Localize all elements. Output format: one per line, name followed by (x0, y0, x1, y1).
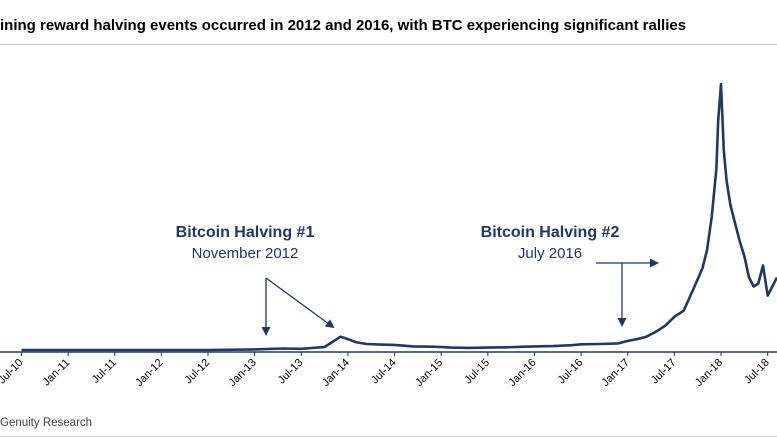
x-tick-label: Jan-11 (41, 357, 73, 389)
x-tick-label: Jul-15 (462, 357, 492, 387)
x-tick-label: Jul-17 (649, 357, 679, 387)
x-tick-label: Jul-18 (742, 357, 772, 387)
x-tick-label: Jan-18 (693, 357, 725, 389)
halving-2-title: Bitcoin Halving #2 (481, 224, 620, 241)
x-tick-label: Jul-11 (90, 357, 119, 386)
x-tick-label: Jul-12 (183, 357, 213, 387)
chart-title: ining reward halving events occurred in … (0, 17, 687, 34)
halving-2-annotation: Bitcoin Halving #2 July 2016 (481, 224, 659, 327)
x-tick-label: Jul-14 (369, 357, 399, 387)
btc-price-line (21, 82, 777, 352)
source-footer: Genuity Research (0, 417, 93, 429)
halving-1-annotation: Bitcoin Halving #1 November 2012 (176, 224, 335, 336)
x-axis-ticks: Jul-10 Jan-11 Jul-11 Jan-12 Jul-12 Jan-13 Jul-… (0, 352, 772, 389)
x-tick-label: Jan-14 (320, 357, 352, 389)
halving-2-date: July 2016 (518, 245, 582, 262)
halving-1-diagonal-arrow (265, 277, 335, 329)
x-tick-label: Jan-15 (413, 357, 445, 389)
x-tick-label: Jan-17 (600, 357, 632, 389)
x-tick-label: Jul-13 (276, 357, 306, 387)
x-tick-label: Jan-12 (133, 357, 165, 389)
x-tick-label: Jul-16 (556, 357, 586, 387)
x-tick-label: Jan-13 (227, 357, 259, 389)
x-tick-label: Jan-16 (506, 357, 538, 389)
series-layer (21, 82, 777, 352)
title-divider (0, 44, 777, 45)
x-tick-label: Jul-10 (0, 357, 26, 387)
halving-1-title: Bitcoin Halving #1 (176, 224, 315, 241)
halving-1-date: November 2012 (192, 245, 299, 262)
